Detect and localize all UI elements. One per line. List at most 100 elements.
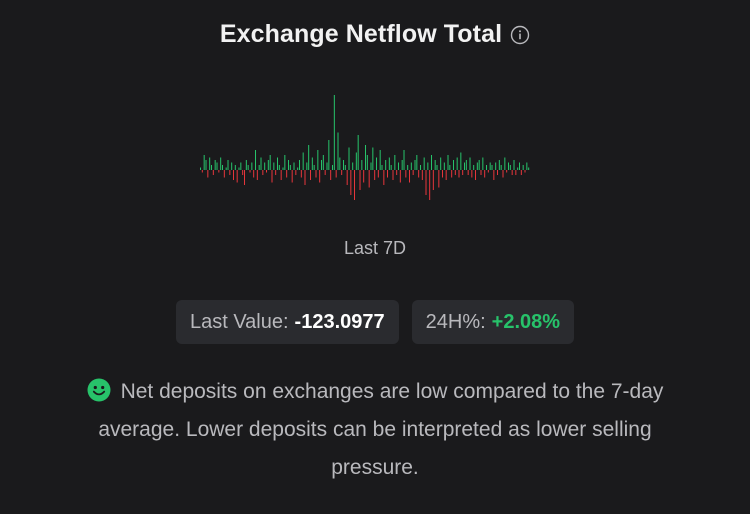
netflow-bar — [212, 170, 214, 175]
netflow-bar — [442, 170, 444, 178]
netflow-bar — [484, 170, 486, 178]
netflow-bar — [445, 170, 447, 180]
netflow-bar — [311, 157, 313, 170]
netflow-bar — [498, 160, 500, 170]
netflow-bar — [260, 157, 262, 170]
netflow-bar — [205, 160, 207, 170]
netflow-bar — [421, 170, 423, 180]
netflow-bar — [423, 157, 425, 170]
netflow-bar — [286, 170, 288, 178]
netflow-bar — [330, 170, 332, 180]
netflow-bar — [310, 170, 312, 180]
last-value-badge: Last Value: -123.0977 — [175, 300, 399, 344]
netflow-bar — [374, 170, 376, 180]
netflow-bar — [497, 170, 499, 175]
netflow-bar — [346, 170, 348, 185]
netflow-bar — [275, 170, 277, 175]
netflow-bar — [289, 165, 291, 170]
netflow-bar — [255, 150, 257, 170]
netflow-bar — [282, 167, 284, 170]
netflow-bar — [493, 170, 495, 180]
netflow-bar — [469, 157, 471, 170]
netflow-bar — [396, 170, 398, 175]
netflow-bar — [368, 170, 370, 188]
netflow-bar — [284, 155, 286, 170]
netflow-bar — [425, 170, 427, 195]
netflow-bar — [458, 170, 460, 178]
netflow-bar — [355, 152, 357, 170]
netflow-bar — [471, 170, 473, 178]
netflow-bar — [509, 165, 511, 170]
netflow-bar — [240, 162, 242, 170]
netflow-bar — [278, 165, 280, 170]
netflow-bar — [203, 155, 205, 170]
change-24h-value: +2.08% — [491, 310, 561, 333]
netflow-bar — [267, 160, 269, 170]
netflow-bar — [434, 160, 436, 170]
netflow-bar — [480, 170, 482, 175]
netflow-bar — [381, 165, 383, 170]
netflow-bar — [328, 140, 330, 170]
netflow-bar — [491, 165, 493, 170]
netflow-bar — [500, 165, 502, 170]
netflow-bar — [416, 155, 418, 170]
netflow-bar — [326, 162, 328, 170]
netflow-bar — [526, 162, 528, 170]
netflow-bar — [233, 170, 235, 180]
netflow-bar — [420, 165, 422, 170]
netflow-bar — [317, 150, 319, 170]
netflow-bar — [201, 170, 203, 173]
header: Exchange Netflow Total — [0, 20, 750, 49]
netflow-bar — [524, 170, 526, 173]
netflow-bar — [357, 135, 359, 170]
netflow-bar — [462, 170, 464, 175]
netflow-bar — [513, 160, 515, 170]
netflow-bar — [277, 157, 279, 170]
netflow-bar — [366, 155, 368, 170]
netflow-bar — [225, 167, 227, 170]
netflow-bar — [308, 145, 310, 170]
netflow-bar — [306, 162, 308, 170]
netflow-bar — [399, 170, 401, 183]
netflow-bar — [478, 160, 480, 170]
page-title: Exchange Netflow Total — [219, 20, 503, 48]
netflow-bar — [361, 160, 363, 170]
netflow-bar — [418, 170, 420, 178]
change-24h-label: 24H%: — [425, 310, 486, 333]
netflow-bar — [291, 170, 293, 183]
netflow-bar — [522, 165, 524, 170]
netflow-bar — [427, 162, 429, 170]
netflow-bar — [489, 162, 491, 170]
netflow-bar — [506, 170, 508, 173]
netflow-bar — [385, 160, 387, 170]
netflow-bar — [300, 170, 302, 178]
netflow-bar — [438, 170, 440, 188]
netflow-bar — [495, 162, 497, 170]
netflow-bar — [266, 170, 268, 173]
netflow-bar — [295, 170, 297, 175]
netflow-bar — [504, 157, 506, 170]
netflow-bar — [280, 170, 282, 180]
netflow-bar — [337, 132, 339, 170]
netflow-bar — [313, 165, 315, 170]
netflow-bar — [363, 170, 365, 183]
info-circle-icon[interactable] — [510, 25, 530, 45]
netflow-bar — [271, 170, 273, 183]
netflow-bar — [515, 170, 517, 175]
chart-period-label: Last 7D — [343, 238, 407, 258]
netflow-bar — [341, 170, 343, 175]
netflow-bar — [517, 167, 519, 170]
netflow-bar — [354, 170, 356, 200]
netflow-bar — [214, 160, 216, 170]
insight-message: Net deposits on exchanges are low compar… — [55, 373, 695, 487]
netflow-bar — [216, 162, 218, 170]
netflow-bar — [339, 157, 341, 170]
netflow-bar — [324, 170, 326, 175]
netflow-bar — [200, 167, 202, 170]
netflow-bar — [398, 162, 400, 170]
netflow-bar — [234, 165, 236, 170]
netflow-bar — [348, 147, 350, 170]
netflow-bar — [211, 165, 213, 170]
netflow-bar — [332, 165, 334, 170]
change-24h-badge: 24H%: +2.08% — [411, 300, 575, 344]
